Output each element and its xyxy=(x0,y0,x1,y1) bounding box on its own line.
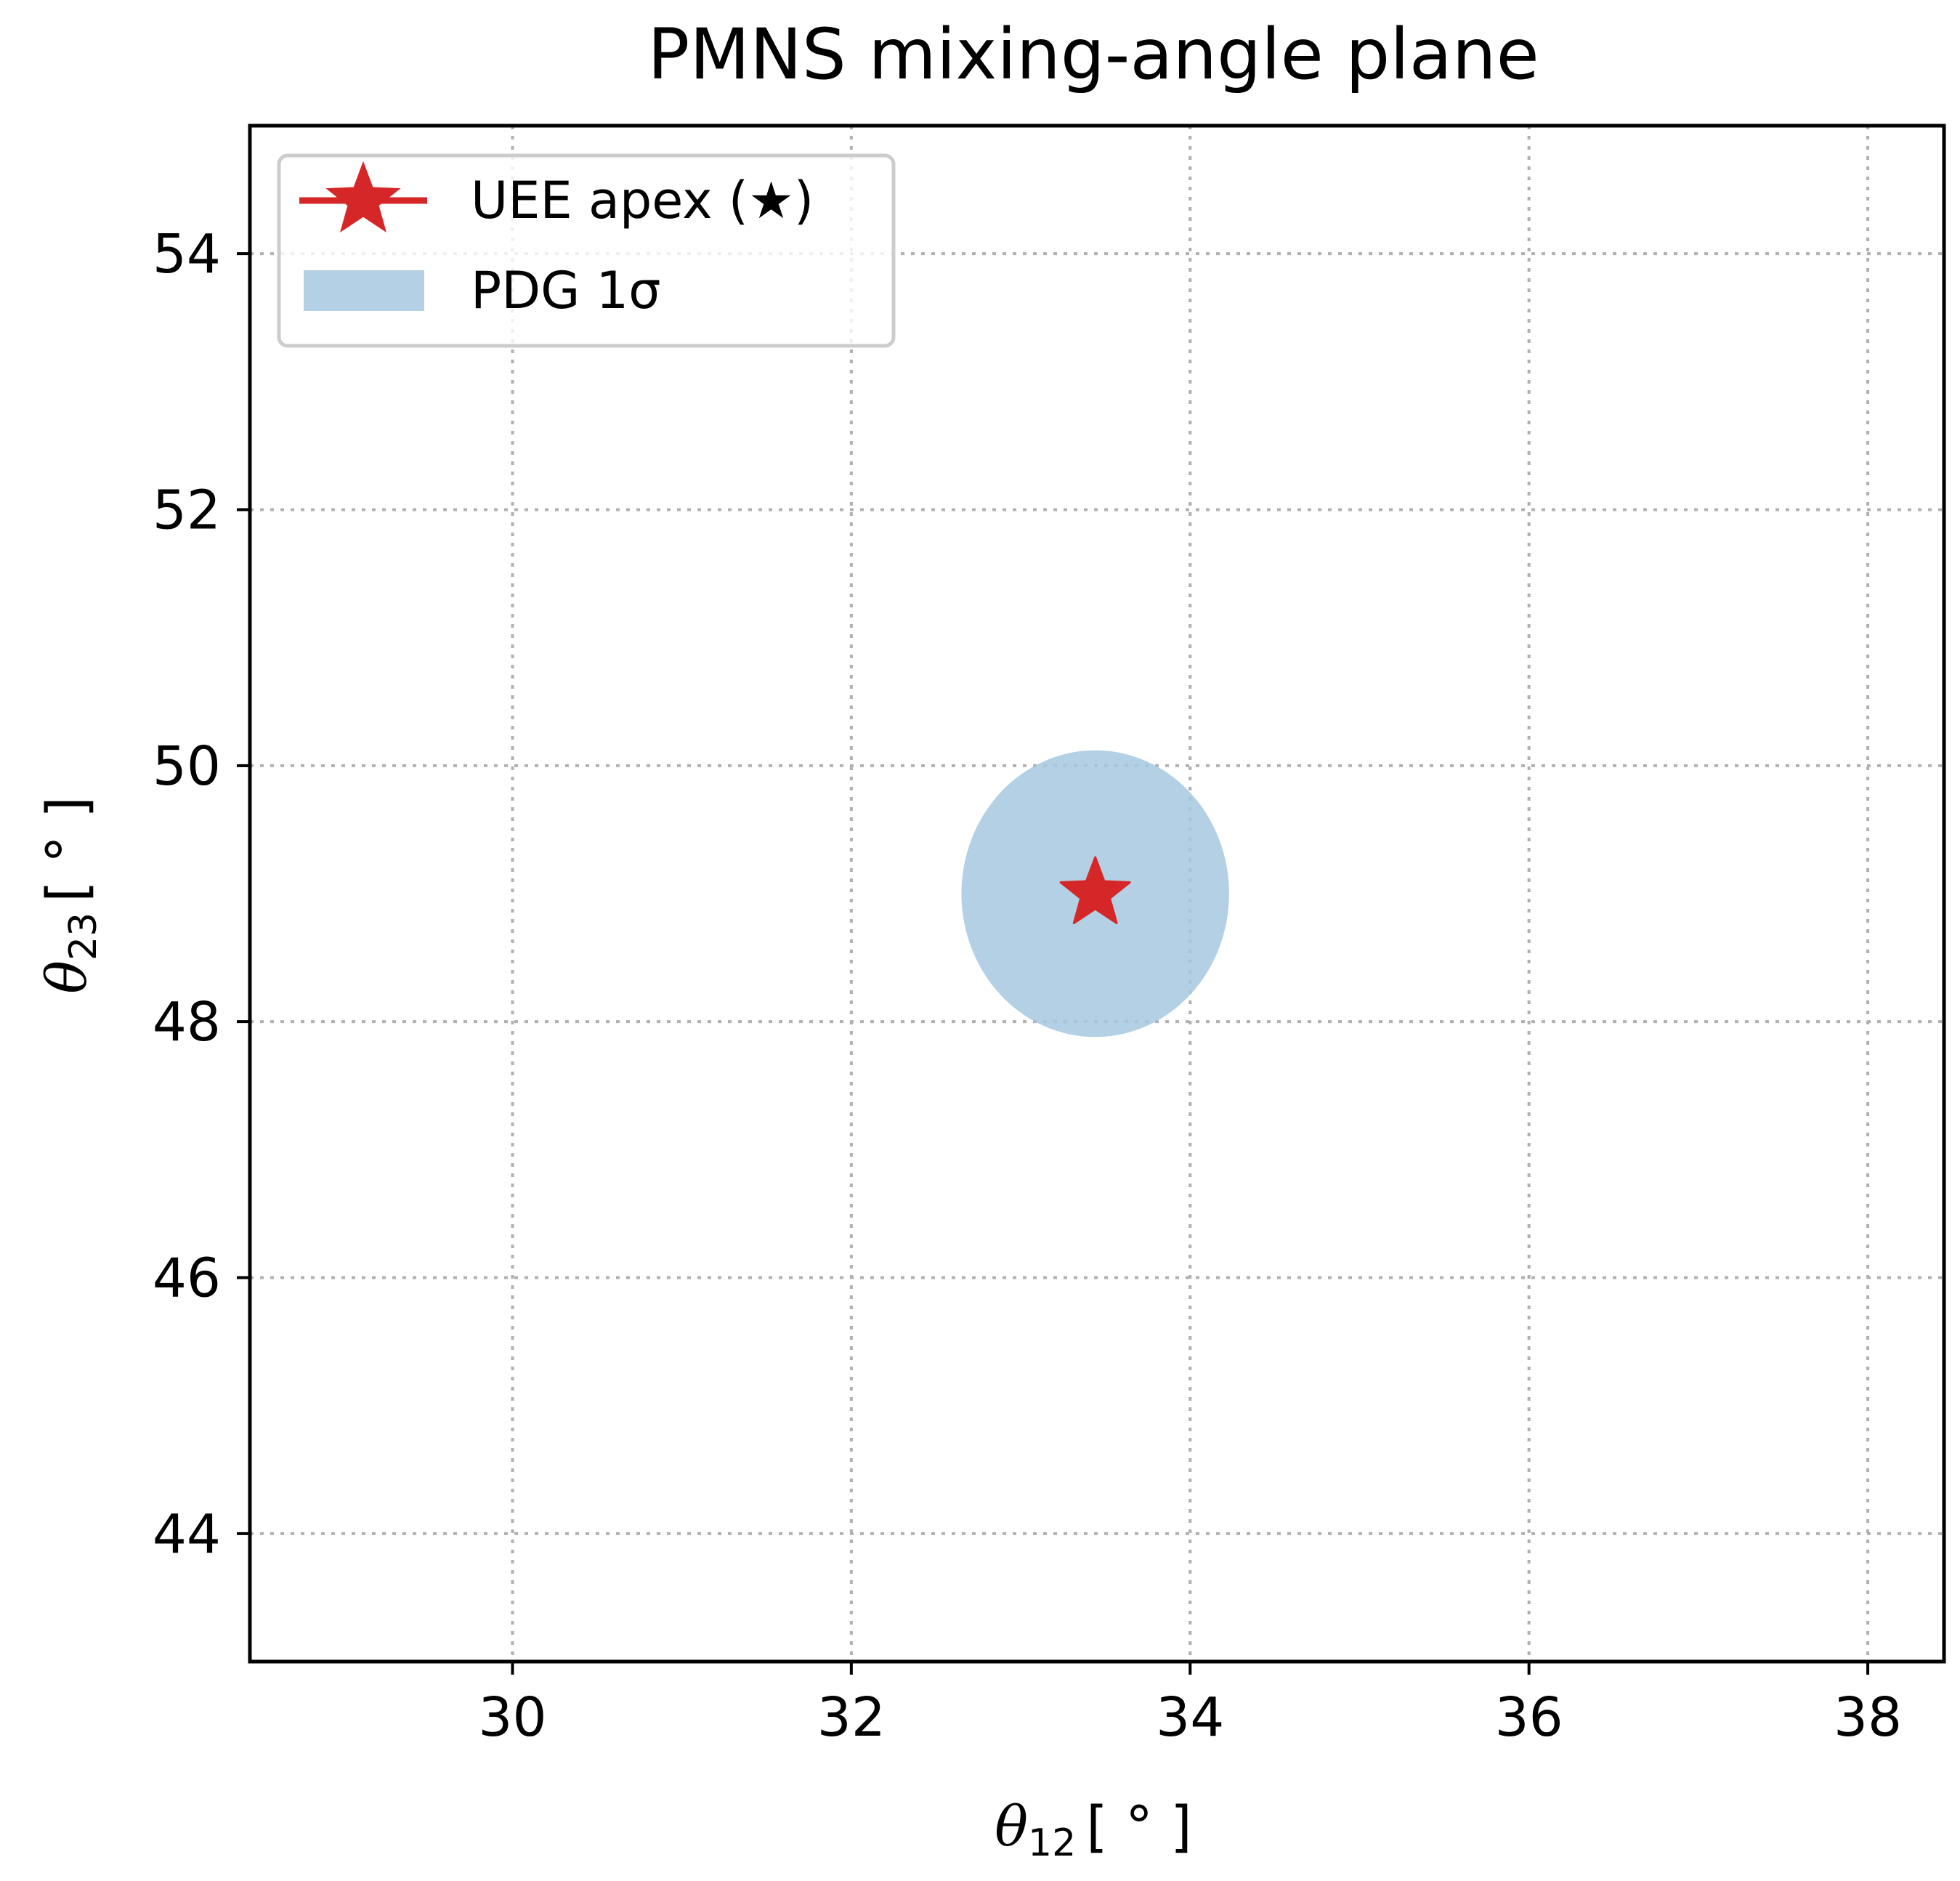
plot-frame xyxy=(248,124,1946,1664)
x-tick-label: 30 xyxy=(478,1686,546,1749)
uee-apex-star-marker xyxy=(1059,856,1131,924)
axis-ticks: 30 32 34 36 38 44 46 48 50 52 54 xyxy=(153,223,1902,1749)
data-points xyxy=(1059,856,1131,924)
y-tick-label: 50 xyxy=(153,735,221,798)
x-tick-label: 34 xyxy=(1156,1686,1224,1749)
legend-box xyxy=(277,153,896,348)
legend: UEE apex (★) PDG 1σ xyxy=(277,153,896,348)
y-tick-label: 54 xyxy=(153,223,221,286)
y-tick-label: 52 xyxy=(153,480,221,542)
legend-star-marker xyxy=(325,161,401,232)
x-tick-label: 32 xyxy=(817,1686,886,1749)
y-tick-label: 46 xyxy=(153,1247,221,1310)
y-axis-label: θ23[ ° ] xyxy=(34,796,105,994)
x-tick-label: 38 xyxy=(1834,1686,1902,1749)
chart-title: PMNS mixing-angle plane xyxy=(647,14,1539,95)
x-tick-label: 36 xyxy=(1495,1686,1563,1749)
x-axis-label: θ12[ ° ] xyxy=(995,1794,1192,1865)
legend-label-uee-apex: UEE apex (★) xyxy=(471,171,814,230)
legend-label-pdg: PDG 1σ xyxy=(471,261,661,320)
legend-pdg-swatch xyxy=(304,270,424,311)
y-tick-label: 48 xyxy=(153,991,221,1053)
y-tick-label: 44 xyxy=(153,1503,221,1566)
